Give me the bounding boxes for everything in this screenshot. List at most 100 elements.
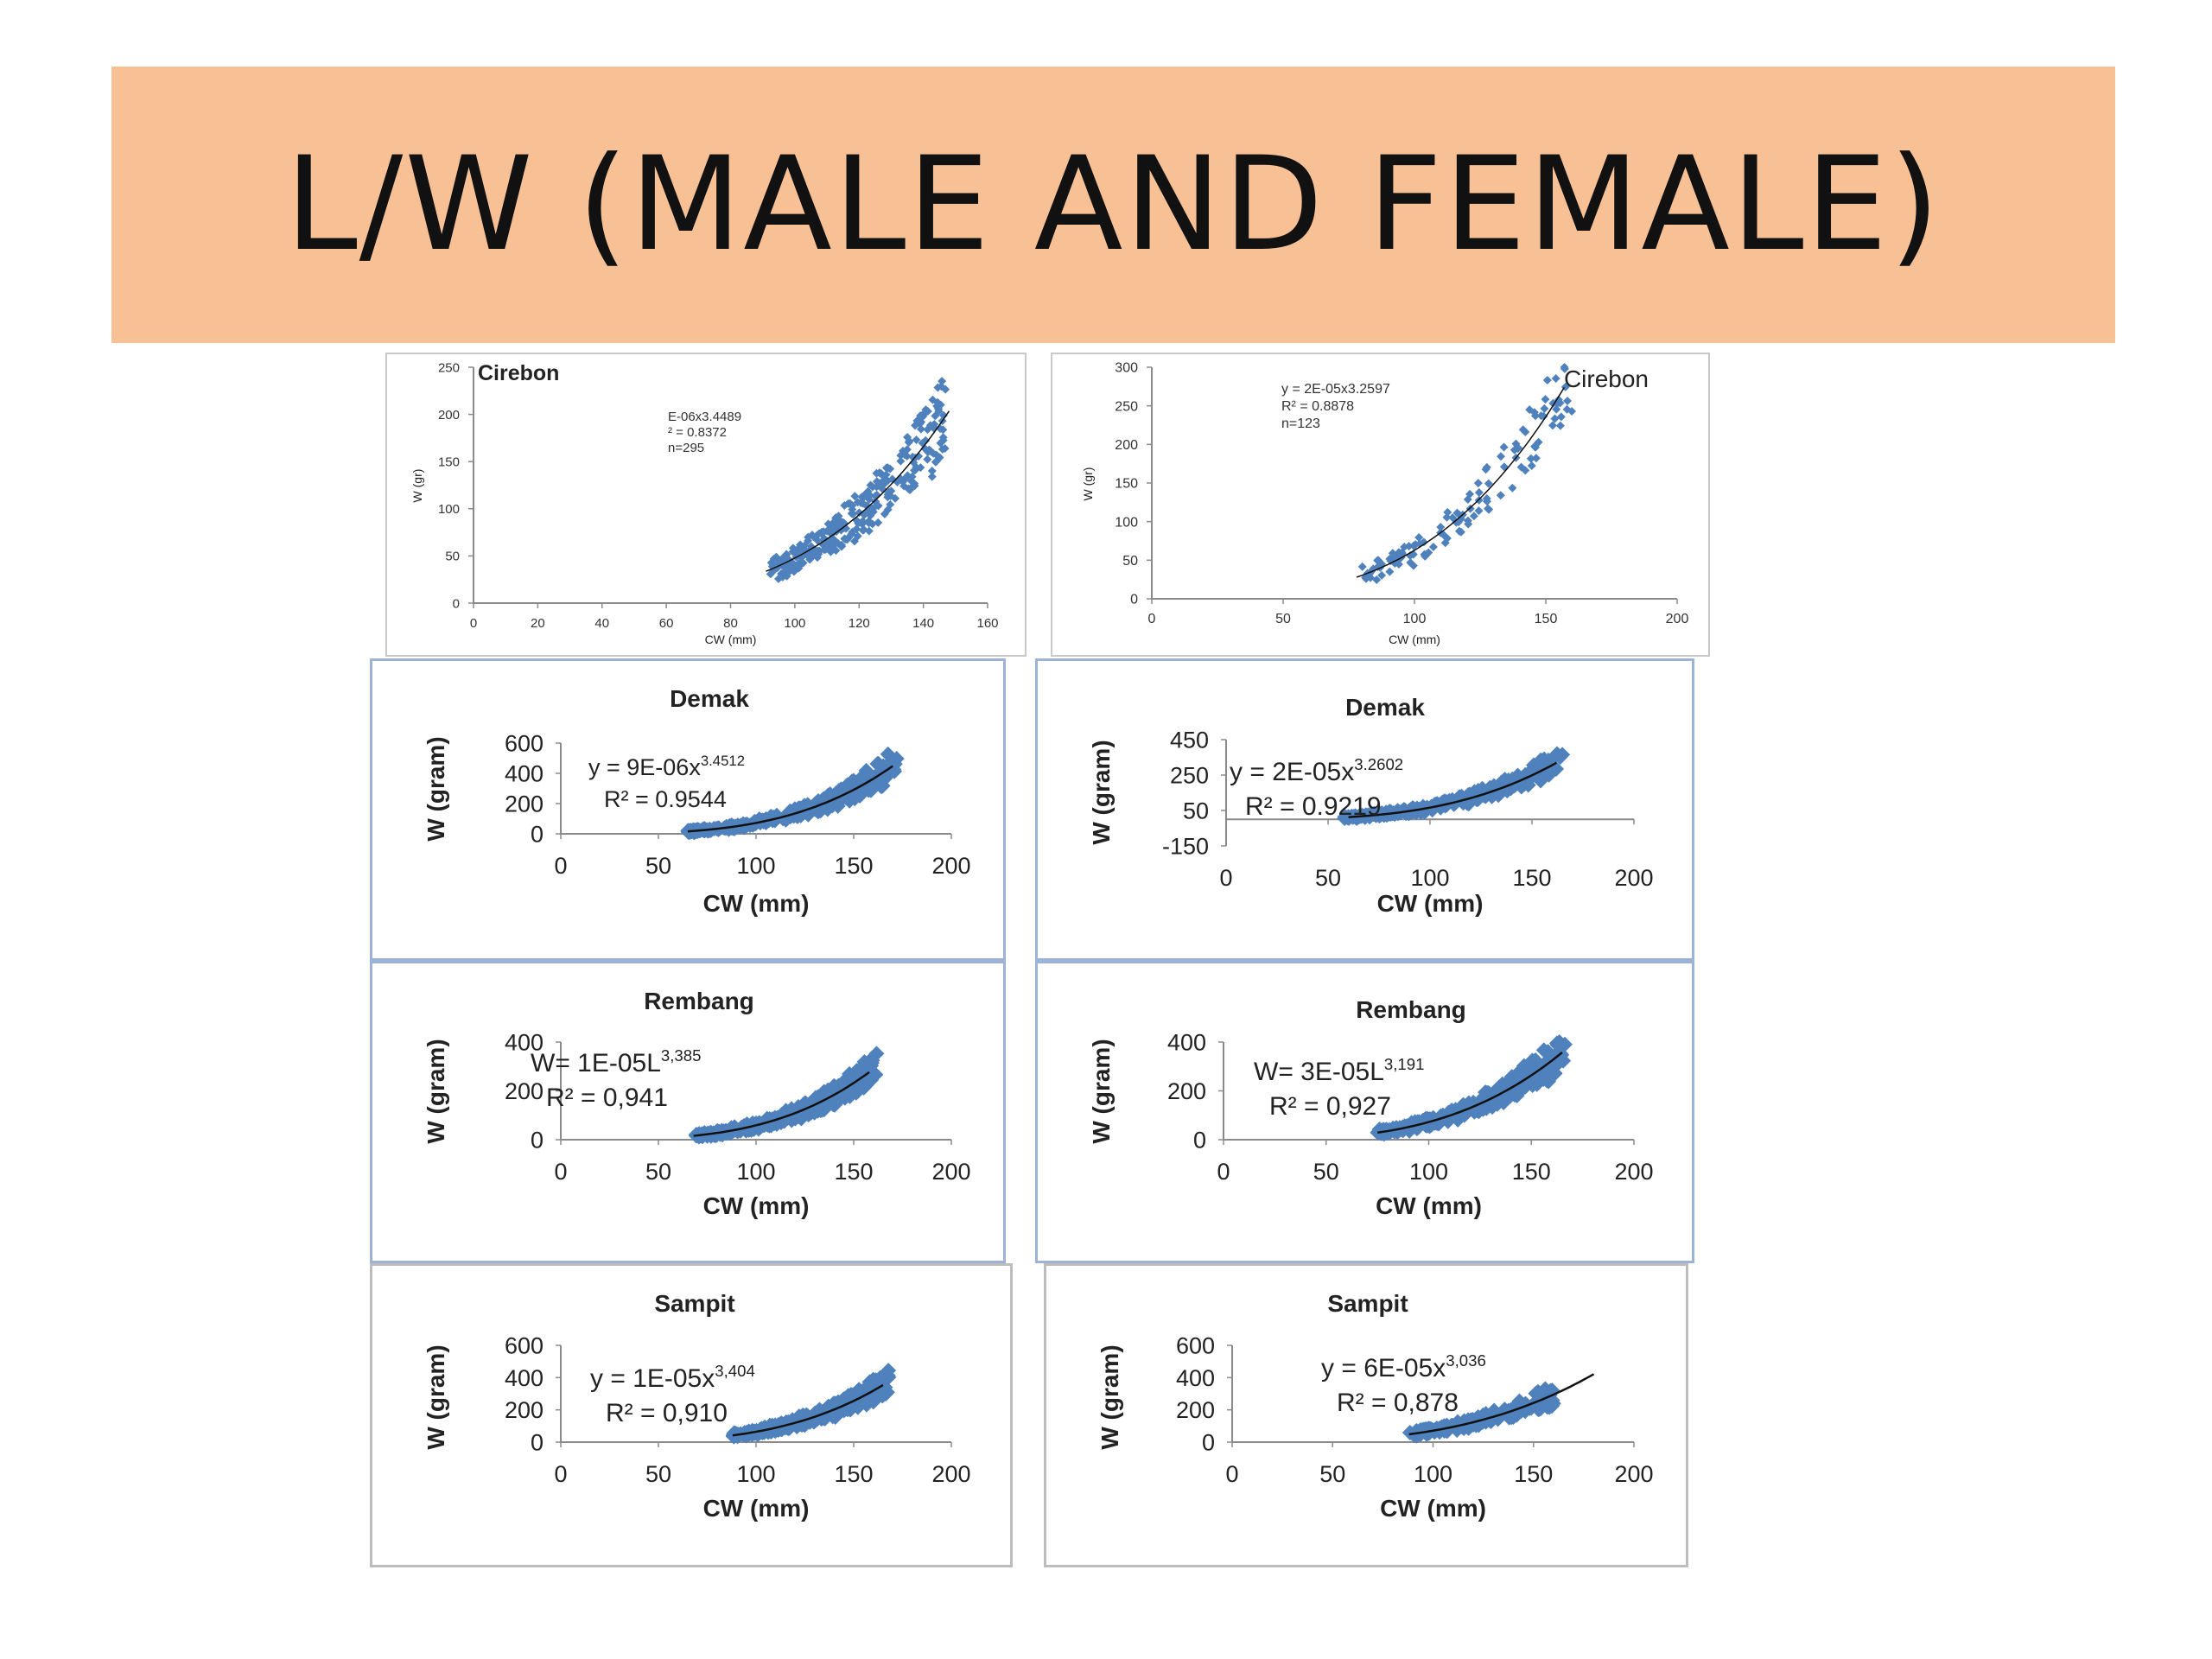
y-tick-label: 250 (1115, 399, 1138, 414)
scatter-point (938, 425, 948, 435)
equation-label: R² = 0,941 (546, 1084, 668, 1112)
scatter-point (858, 499, 868, 508)
scatter-point (781, 550, 791, 559)
equation-label: R² = 0.8878 (1281, 399, 1354, 414)
scatter-point (865, 779, 881, 796)
x-tick-label: 0 (470, 616, 477, 631)
y-axis-label: W (gram) (1096, 1344, 1123, 1449)
scatter-point (903, 433, 912, 442)
scatter-point (904, 484, 913, 493)
scatter-point (891, 493, 900, 503)
x-tick-label: 50 (1315, 865, 1341, 891)
scatter-point (1540, 404, 1549, 413)
x-tick-label: 100 (1409, 1159, 1448, 1185)
scatter-point (868, 482, 877, 492)
scatter-point (918, 438, 927, 448)
scatter-point (864, 495, 874, 505)
scatter-point (912, 416, 922, 425)
scatter-point (1534, 437, 1543, 447)
scatter-point (928, 395, 938, 404)
scatter-point (848, 505, 857, 514)
equation-label: y = 9E-06x3.4512 (588, 753, 745, 780)
scatter-point (739, 1424, 755, 1440)
scatter-point (927, 467, 937, 476)
y-tick-label: 0 (531, 821, 543, 847)
x-axis-label: CW (mm) (703, 1495, 810, 1522)
scatter-point (769, 554, 779, 563)
scatter-point (1527, 461, 1536, 470)
scatter-point (1542, 376, 1552, 385)
scatter-point (1419, 537, 1428, 547)
x-tick-label: 120 (849, 616, 870, 631)
x-tick-label: 100 (1410, 865, 1449, 891)
y-tick-label: 400 (1167, 1029, 1206, 1055)
chart-demak-female: -150 50 250 450 0 50 100 150 200 Demak CW (mm) W (g… (1035, 658, 1694, 961)
y-tick-label: 0 (531, 1127, 543, 1153)
scatter-point (868, 1046, 885, 1062)
scatter-point (773, 574, 783, 583)
x-tick-label: 0 (554, 853, 567, 879)
equation-label: y = 2E-05x3.2602 (1230, 755, 1403, 786)
scatter-point (1485, 785, 1502, 802)
y-tick-label: 200 (505, 1078, 543, 1104)
scatter-point (1402, 1424, 1418, 1440)
y-tick-label: 150 (438, 454, 460, 469)
scatter-point (933, 383, 943, 392)
chart-title: Sampit (654, 1290, 734, 1317)
x-tick-label: 150 (834, 853, 873, 879)
equation-label: W= 1E-05L3,385 (531, 1046, 701, 1077)
y-tick-label: 200 (438, 408, 460, 423)
y-tick-label: 100 (1115, 515, 1138, 530)
y-tick-label: 0 (1130, 593, 1138, 607)
scatter-point (881, 463, 891, 473)
scatter-point (789, 567, 798, 576)
scatter-point (863, 486, 873, 496)
equation-exponent: 3.4512 (701, 753, 745, 769)
scatter-point (821, 544, 830, 554)
trendline (1408, 1373, 1595, 1436)
scatter-point (864, 518, 874, 528)
y-tick-label: 400 (1176, 1365, 1215, 1391)
scatter-point (798, 545, 807, 555)
x-tick-label: 50 (645, 853, 671, 879)
x-tick-label: 150 (1514, 1461, 1553, 1487)
scatter-point (884, 487, 893, 497)
scatter-point (1362, 574, 1371, 583)
scatter-point (824, 1408, 841, 1425)
scatter-point (872, 468, 881, 478)
y-tick-label: 0 (1202, 1429, 1215, 1455)
scatter-point (1417, 1421, 1433, 1437)
scatter-point (1518, 425, 1528, 435)
x-tick-label: 80 (723, 616, 738, 631)
chart-title: Cirebon (478, 361, 559, 385)
scatter-point (1523, 1400, 1540, 1416)
scatter-point (1522, 1065, 1538, 1082)
scatter-point (1357, 562, 1367, 571)
scatter-point (827, 524, 836, 533)
x-tick-label: 0 (554, 1461, 567, 1487)
scatter-point (1482, 493, 1491, 503)
chart-cirebon-female: 0 50 100 150 200 250 300 0 50 100 150 200 Cirebon CW … (1051, 353, 1710, 657)
x-axis-label: CW (mm) (1376, 1192, 1482, 1219)
y-tick-label: 400 (505, 760, 543, 786)
equation-label: R² = 0.9544 (604, 786, 727, 812)
trendline (1348, 761, 1557, 818)
x-tick-label: 140 (912, 616, 934, 631)
x-tick-label: 0 (1217, 1159, 1230, 1185)
scatter-point (869, 756, 886, 772)
scatter-point (1399, 1118, 1415, 1135)
scatter-point (817, 527, 827, 537)
scatter-point (788, 543, 798, 553)
scatter-point (872, 1370, 888, 1386)
y-tick-label: 150 (1115, 477, 1138, 492)
chart-title: Rembang (644, 988, 754, 1014)
equation-exponent: 3,036 (1446, 1351, 1486, 1370)
scatter-point (1428, 542, 1438, 551)
scatter-point (880, 1363, 897, 1379)
scatter-point (864, 526, 874, 536)
scatter-point (941, 385, 950, 394)
scatter-point (1394, 548, 1403, 557)
scatter-point (1513, 444, 1522, 454)
scatter-point (1548, 421, 1557, 430)
trendline (766, 410, 950, 572)
